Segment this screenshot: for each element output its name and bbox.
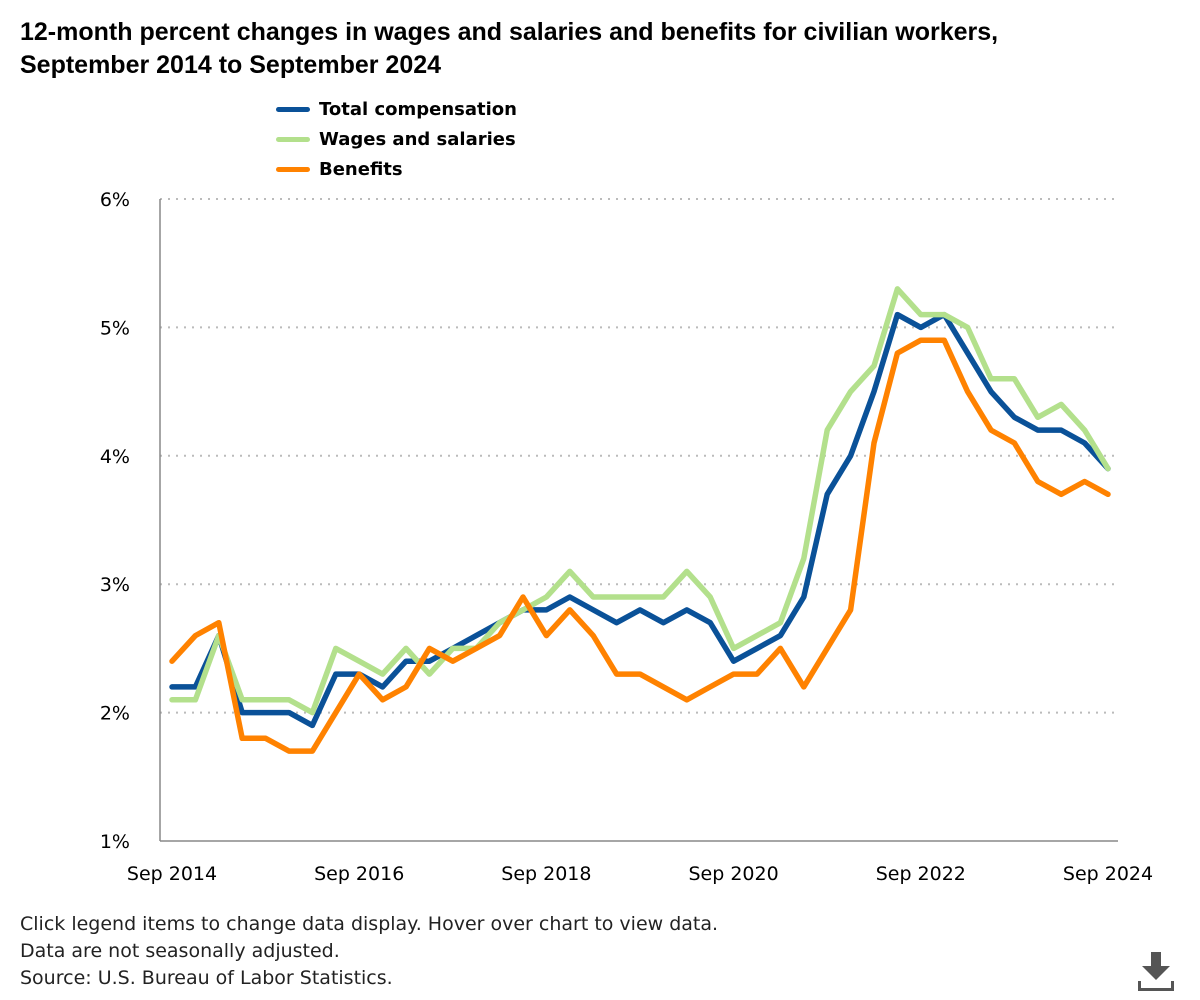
legend-item-wages-and-salaries[interactable]: Wages and salaries — [276, 127, 516, 151]
download-icon[interactable] — [1136, 950, 1176, 994]
x-tick-label: Sep 2014 — [127, 863, 217, 885]
legend-label: Total compensation — [319, 98, 517, 120]
legend-swatch — [276, 106, 310, 112]
series-line-benefits — [169, 337, 1111, 754]
x-tick-label: Sep 2018 — [501, 863, 591, 885]
legend-item-total-compensation[interactable]: Total compensation — [276, 97, 517, 121]
legend-swatch — [276, 166, 310, 172]
series-line-wages-and-salaries — [169, 286, 1111, 716]
y-tick-label: 4% — [100, 446, 130, 468]
note-instructions: Click legend items to change data displa… — [20, 913, 719, 935]
y-tick-label: 6% — [100, 189, 130, 211]
x-tick-label: Sep 2022 — [876, 863, 966, 885]
legend-item-benefits[interactable]: Benefits — [276, 157, 403, 181]
line-chart[interactable]: 1% 2% 3% 4% 5% 6% Sep 2014 Sep 2016 Sep 2018 Sep … — [0, 0, 1200, 900]
legend-label: Wages and salaries — [319, 128, 516, 150]
y-tick-label: 3% — [100, 574, 130, 596]
chart-title: 12-month percent changes in wages and sa… — [20, 18, 999, 79]
note-source: Source: U.S. Bureau of Labor Statistics. — [20, 967, 393, 989]
x-tick-label: Sep 2016 — [314, 863, 404, 885]
x-tick-label: Sep 2020 — [688, 863, 778, 885]
legend-label: Benefits — [319, 158, 403, 180]
y-tick-label: 1% — [100, 831, 130, 853]
legend-swatch — [276, 136, 310, 142]
note-seasonal: Data are not seasonally adjusted. — [20, 940, 340, 962]
y-tick-label: 5% — [100, 317, 130, 339]
x-tick-label: Sep 2024 — [1063, 863, 1153, 885]
series-line-total-compensation — [169, 311, 1111, 729]
y-tick-label: 2% — [100, 703, 130, 725]
